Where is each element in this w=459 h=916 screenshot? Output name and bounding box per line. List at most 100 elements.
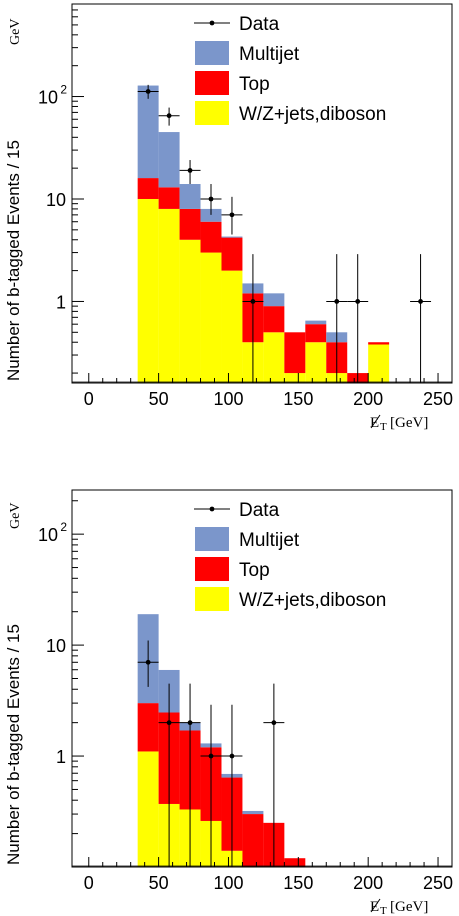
data-point-0 [137,84,159,99]
data-marker [145,659,151,665]
y-axis-label: Number of b-tagged Events / 15 GeV [4,503,23,865]
data-point-8 [410,254,432,383]
legend-label: Top [239,74,270,95]
data-marker [187,720,193,726]
hist-bar-top-2 [179,208,201,240]
legend-swatch [195,527,229,551]
data-marker [145,89,151,94]
hist-bar-w-z-jets-diboson-6 [263,332,285,383]
legend-label: Data [239,500,280,521]
hist-bar-multijet-8 [305,320,327,325]
legend-entry-multijet: Multijet [195,41,300,65]
legend-swatch [195,71,229,95]
x-tick-label: 150 [283,873,313,893]
data-marker [334,299,340,304]
hist-bar-top-0 [137,703,159,752]
x-axis: 0 50 100 150 200 250 [84,857,453,893]
data-point-5 [263,683,285,867]
x-axis-label: ET[GeV] [370,414,428,433]
legend-swatch [195,41,229,65]
legend-data-marker [209,20,215,26]
legend: Data Multijet Top W/Z+jets,diboson [194,500,386,611]
y-label-unit: GeV [8,503,23,529]
hist-bar-top-5 [242,814,264,867]
hist-bar-top-11 [368,342,390,345]
legend-label: Multijet [239,44,300,65]
data-marker [208,753,214,759]
y-tick-exponent: 2 [60,83,67,97]
legend-entry-w-z-jets-diboson: W/Z+jets,diboson [195,101,386,125]
legend-entry-top: Top [195,71,270,95]
data-point-4 [221,196,243,235]
hist-bar-multijet-2 [179,184,201,209]
legend-label: Multijet [239,530,300,551]
data-marker [250,299,256,304]
x-tick-label: 100 [213,389,243,409]
hist-bar-w-z-jets-diboson-8 [305,342,327,383]
legend-entry-w-z-jets-diboson: W/Z+jets,diboson [195,587,386,611]
hist-bar-top-1 [158,187,180,209]
data-point-1 [158,107,180,126]
hist-bar-top-3 [200,221,222,253]
data-point-5 [242,254,264,383]
y-label-main: Number of b-tagged Events / 15 [4,624,23,865]
x-tick-label: 50 [149,389,169,409]
legend-entry-top: Top [195,557,270,581]
data-marker [229,753,235,759]
y-label-unit: GeV [8,19,23,45]
data-point-1 [158,683,180,867]
hist-bar-multijet-3 [200,208,222,222]
x-axis-label: ET[GeV] [370,898,428,916]
hist-bar-w-z-jets-diboson-1 [158,208,180,383]
x-tick-label: 200 [353,873,383,893]
legend: Data Multijet Top W/Z+jets,diboson [194,14,386,125]
data-points [137,640,285,867]
y-tick-label: 10 [38,88,58,108]
y-axis-label: Number of b-tagged Events / 15 GeV [4,19,23,381]
hist-bar-top-4 [221,237,243,271]
legend-label: Top [239,560,270,581]
hist-bar-multijet-5 [242,810,264,815]
hist-bar-top-8 [305,324,327,343]
histogram-stack [137,614,306,867]
data-marker [208,196,214,202]
hist-bar-multijet-4 [221,236,243,238]
x-tick-label: 100 [213,873,243,893]
legend-label: Data [239,14,280,35]
x-label-sub: T [380,421,387,433]
data-marker [271,720,277,726]
hist-bar-w-z-jets-diboson-11 [368,344,390,383]
x-axis: 0 50 100 150 200 250 [84,373,453,409]
legend-entry-data: Data [194,500,280,521]
hist-bar-multijet-0 [137,85,159,179]
data-point-2 [179,160,201,185]
hist-bar-top-7 [284,332,306,374]
plot-frame [71,3,453,384]
data-marker [166,720,172,726]
hist-bar-multijet-1 [158,132,180,188]
legend-swatch [195,101,229,125]
x-label-unit: [GeV] [390,415,428,431]
x-label-unit: [GeV] [390,899,428,915]
x-tick-label: 250 [423,873,453,893]
y-label-main: Number of b-tagged Events / 15 [4,140,23,381]
legend-data-marker [209,506,215,512]
histogram-stack [137,85,390,383]
hist-bar-multijet-6 [263,293,285,307]
legend-label: W/Z+jets,diboson [239,104,386,125]
data-marker [355,299,361,304]
x-tick-label: 150 [283,389,313,409]
legend-swatch [195,557,229,581]
x-tick-label: 0 [84,389,94,409]
data-marker [229,212,235,218]
data-point-4 [221,704,243,867]
data-point-3 [200,184,222,215]
hist-bar-w-z-jets-diboson-7 [284,373,306,383]
data-point-6 [326,254,348,383]
missing-slash [370,898,381,913]
y-tick-label: 10 [46,190,66,210]
y-tick-label: 1 [56,747,66,767]
